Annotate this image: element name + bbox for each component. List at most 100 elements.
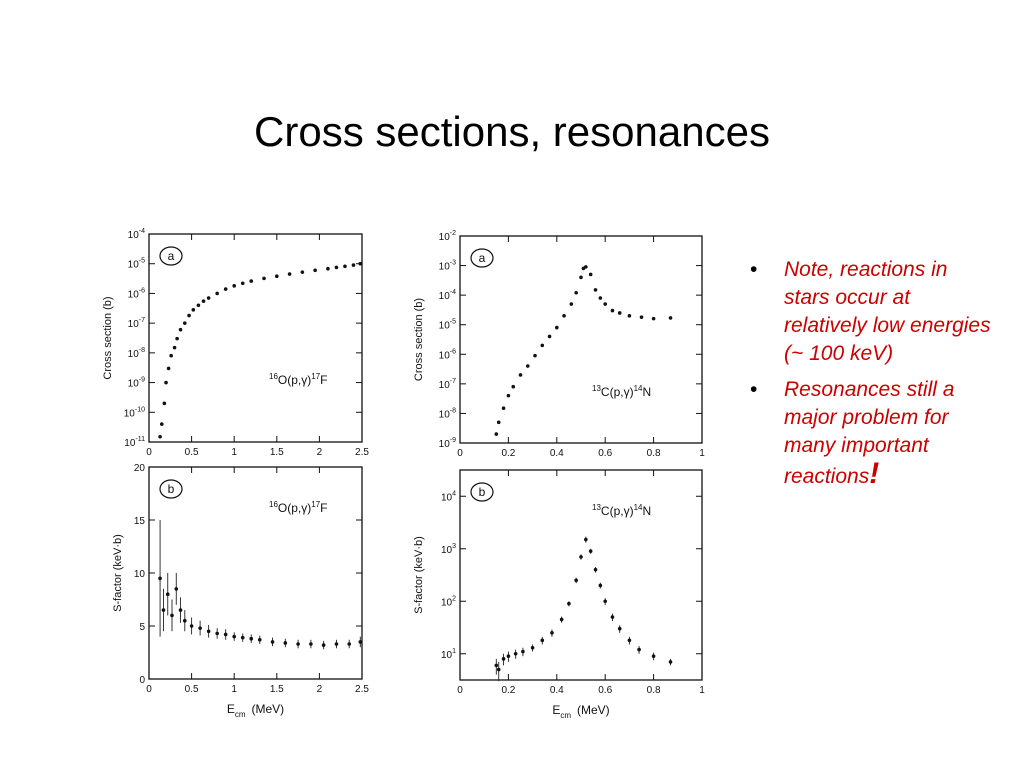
reaction-mass-1: 16: [269, 372, 278, 381]
data-point: [603, 302, 607, 306]
data-point: [668, 316, 673, 320]
data-point: [533, 353, 537, 358]
panel-label-circle: [470, 248, 494, 268]
data-point: [232, 284, 236, 288]
x-tick-label: 0.6: [598, 448, 612, 459]
x-tick-label: 2: [317, 447, 323, 458]
data-point: [182, 321, 187, 325]
x-tick-label: 0.8: [647, 685, 661, 696]
reaction-annotation: 16O(p,γ)17F: [269, 500, 328, 515]
data-point: [283, 641, 288, 645]
data-point: [262, 276, 266, 281]
data-point: [249, 636, 254, 641]
x-tick-label: 0.5: [185, 684, 199, 695]
data-point: [559, 617, 564, 622]
data-point: [223, 287, 228, 291]
x-tick-label: 2.5: [355, 447, 369, 458]
y-tick-exponent: 1: [452, 648, 456, 655]
data-point: [547, 334, 552, 339]
data-point: [334, 642, 339, 646]
data-point: [593, 567, 598, 572]
plot-frame: [459, 469, 703, 681]
data-point: [170, 613, 174, 618]
data-point: [189, 624, 194, 628]
data-point: [158, 576, 162, 581]
data-point: [166, 366, 171, 371]
data-point: [651, 316, 656, 321]
panel-frame-4: [408, 457, 728, 726]
panel-label: a: [479, 251, 486, 265]
x-tick-label: 0.6: [598, 685, 612, 696]
x-tick-label: 2.5: [355, 684, 369, 695]
reaction-text-2: F: [320, 501, 327, 515]
data-point: [196, 303, 201, 308]
x-tick-label: 0: [146, 684, 152, 695]
data-point: [206, 629, 211, 634]
slide-title: Cross sections, resonances: [254, 108, 770, 155]
data-point: [334, 265, 339, 270]
x-axis-label-subscript: cm: [235, 710, 246, 719]
x-tick-label: 0.8: [647, 448, 661, 459]
data-point: [593, 288, 598, 292]
y-axis-label: S-factor (keV·b): [413, 536, 425, 614]
data-point: [358, 261, 363, 266]
reaction-annotation: 13C(p,γ)14N: [592, 384, 651, 399]
x-tick-label: 0.5: [185, 447, 199, 458]
x-tick-label: 0.2: [501, 685, 515, 696]
reaction-text-1: C(p,γ): [601, 504, 634, 518]
bullet-item-1: • Note, reactions in stars occur at rela…: [744, 256, 994, 368]
data-point: [309, 642, 313, 646]
data-point: [617, 311, 622, 315]
data-point: [506, 654, 511, 658]
reaction-mass-1: 16: [269, 500, 278, 509]
bullet-list: • Note, reactions in stars occur at rela…: [744, 256, 994, 499]
figure-svg: 0 0.5 1 1.5 2 2.510-1110-1010-910-810-710-610…: [52, 222, 728, 726]
data-point: [201, 299, 206, 303]
data-point: [240, 281, 245, 286]
y-tick-exponent: -10: [135, 406, 145, 413]
panel-label: b: [479, 485, 486, 499]
reaction-mass-1: 13: [592, 384, 601, 393]
data-point: [174, 587, 179, 591]
y-tick-exponent: -8: [450, 407, 456, 414]
data-point: [579, 275, 583, 280]
x-tick-label: 1.5: [270, 447, 284, 458]
data-point: [165, 592, 170, 596]
bullet-dot-icon: •: [750, 378, 758, 401]
y-tick-exponent: 4: [452, 490, 456, 497]
data-point: [603, 599, 607, 604]
data-point: [164, 380, 168, 385]
y-axis-label: Cross section (b): [413, 298, 425, 381]
data-point: [494, 663, 499, 668]
data-point: [584, 537, 588, 542]
data-point: [513, 651, 518, 656]
data-point: [617, 626, 622, 631]
bullet-text-1: Note, reactions in stars occur at relati…: [784, 258, 991, 365]
data-point: [326, 266, 330, 271]
y-tick-exponent: -7: [450, 378, 456, 385]
plot-frame: [148, 233, 363, 443]
y-tick-exponent: -7: [139, 317, 145, 324]
data-point: [511, 384, 516, 389]
reaction-text-2: N: [642, 385, 651, 399]
panel-label: a: [168, 249, 175, 263]
data-point: [206, 296, 211, 300]
reaction-mass-2: 17: [311, 500, 320, 509]
y-tick-exponent: -5: [139, 258, 145, 265]
y-tick-label: 0: [139, 675, 145, 686]
data-point: [569, 302, 574, 306]
reaction-text-2: F: [320, 373, 327, 387]
data-point: [321, 643, 326, 647]
data-point: [178, 608, 183, 612]
data-point: [598, 296, 603, 300]
y-tick-exponent: 3: [452, 543, 456, 550]
data-point: [240, 635, 245, 640]
data-point: [562, 314, 566, 318]
panel-label-circle: [159, 479, 183, 499]
bullet-text-2: Resonances still a major problem for man…: [784, 378, 955, 488]
data-point: [198, 626, 202, 630]
data-point: [296, 642, 300, 646]
data-point: [347, 642, 352, 646]
data-point: [525, 364, 530, 368]
y-tick-exponent: -3: [450, 260, 456, 267]
